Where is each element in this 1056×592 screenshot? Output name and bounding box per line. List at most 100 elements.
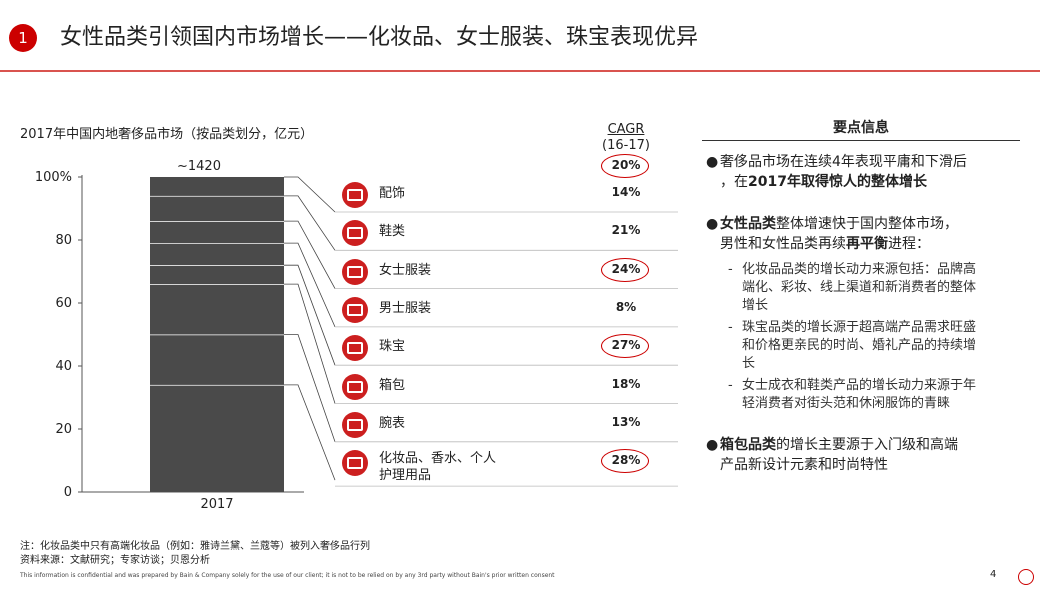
leader-lines bbox=[284, 176, 336, 481]
page-number: 4 bbox=[990, 569, 997, 580]
bar-segment bbox=[150, 195, 284, 222]
legend-label: 男士服装 bbox=[379, 300, 431, 317]
footnote: 注：化妆品类中只有高端化妆品（例如：雅诗兰黛、兰蔻等）被列入奢侈品行列 bbox=[20, 541, 370, 552]
leader-line bbox=[284, 195, 336, 251]
y-tick-label: 40 bbox=[55, 359, 72, 374]
leader-line bbox=[284, 264, 336, 366]
leader-line bbox=[284, 176, 336, 213]
cagr-label: CAGR bbox=[607, 122, 645, 137]
leader-line bbox=[284, 334, 336, 442]
dash-icon: - bbox=[728, 378, 733, 393]
y-tick-label: 20 bbox=[55, 422, 72, 437]
legend-label: 鞋类 bbox=[379, 223, 405, 240]
bullet-text: 进程： bbox=[888, 236, 930, 252]
belt-icon bbox=[342, 182, 368, 208]
dash-icon: - bbox=[728, 320, 733, 335]
sub-text: 珠宝品类的增长源于超高端产品需求旺盛 bbox=[742, 320, 977, 335]
panel-divider bbox=[702, 140, 1020, 141]
legend-label: 女士服装 bbox=[379, 262, 431, 279]
y-tick-label: 100% bbox=[35, 170, 72, 185]
bar-segment bbox=[150, 177, 284, 196]
dress-icon bbox=[342, 258, 368, 285]
y-tick-label: 0 bbox=[64, 485, 72, 500]
x-category-label: 2017 bbox=[200, 497, 233, 512]
sub-text: 女士成衣和鞋类产品的增长动力来源于年 bbox=[742, 378, 977, 393]
sub-text: 长 bbox=[742, 356, 756, 371]
bullet-bags: ● 箱包品类的增长主要源于入门级和高端 产品新设计元素和时尚特性 bbox=[706, 435, 1030, 475]
legend-label-text: 男士服装 bbox=[379, 300, 432, 316]
highlight-circle bbox=[601, 257, 649, 282]
bain-logo-icon bbox=[1018, 569, 1034, 585]
cagr-value: 18% bbox=[611, 376, 641, 391]
sub-text: 端化、彩妆、线上渠道和新消费者的整体 bbox=[742, 280, 977, 295]
sub-bullet-cosmetics: - 化妆品品类的增长动力来源包括：品牌高 端化、彩妆、线上渠道和新消费者的整体 … bbox=[728, 261, 1032, 315]
bullet-emphasis: 再平衡 bbox=[846, 236, 888, 252]
bar-segment bbox=[150, 284, 284, 335]
sub-text: 化妆品品类的增长动力来源包括：品牌高 bbox=[742, 262, 977, 277]
legend-label-text: 护理用品 bbox=[379, 468, 432, 484]
bullet-dot-icon: ● bbox=[706, 437, 719, 453]
source-note: 资料来源：文献研究；专家访谈；贝恩分析 bbox=[20, 555, 210, 566]
cagr-value: 14% bbox=[611, 185, 641, 199]
slide-number-badge: 1 bbox=[9, 24, 37, 52]
legend-label: 腕表 bbox=[379, 415, 405, 432]
leader-line bbox=[284, 242, 336, 328]
highlight-circle bbox=[601, 154, 649, 178]
ring-icon bbox=[342, 335, 368, 362]
cagr-value: 13% bbox=[611, 414, 641, 429]
shoe-icon bbox=[342, 220, 368, 247]
bullet-text: 男性和女性品类再续 bbox=[720, 236, 846, 252]
bar-segment bbox=[150, 334, 284, 385]
legend-label: 配饰 bbox=[379, 185, 405, 202]
cagr-period: (16-17) bbox=[602, 138, 650, 153]
sub-bullet-jewelry: - 珠宝品类的增长源于超高端产品需求旺盛 和价格更亲民的时尚、婚礼产品的持续增 … bbox=[728, 319, 1032, 373]
bullet-text: 的增长主要源于入门级和高端 bbox=[776, 437, 958, 453]
bullet-market: ● 奢侈品市场在连续4年表现平庸和下滑后 ，在2017年取得惊人的整体增长 bbox=[706, 152, 1030, 192]
bullet-text: 整体增速快于国内整体市场， bbox=[776, 216, 958, 232]
legend-label-text: 女士服装 bbox=[379, 262, 432, 278]
legend-label-text: 腕表 bbox=[379, 415, 406, 431]
jacket-icon bbox=[342, 296, 368, 323]
bullet-dot-icon: ● bbox=[706, 216, 719, 232]
cagr-header: CAGR (16-17) bbox=[596, 122, 656, 154]
legend-label-text: 化妆品、香水、个人 bbox=[379, 451, 497, 467]
bullet-emphasis: 箱包品类 bbox=[720, 437, 776, 453]
slide-title: 女性品类引领国内市场增长——化妆品、女士服装、珠宝表现优异 bbox=[60, 25, 699, 50]
watch-icon bbox=[342, 411, 368, 438]
sub-text: 增长 bbox=[742, 298, 769, 313]
confidentiality-footer: This information is confidential and was… bbox=[20, 572, 555, 579]
stacked-bar-chart: 0 20 40 60 80 100% ~1420 2017 bbox=[35, 159, 678, 512]
y-tick-label: 60 bbox=[55, 296, 72, 311]
legend-label: 箱包 bbox=[379, 377, 405, 394]
title-divider bbox=[0, 70, 1040, 72]
cagr-value: 21% bbox=[611, 223, 641, 238]
highlight-circle bbox=[601, 449, 649, 474]
cagr-value: 8% bbox=[615, 299, 637, 314]
legend-label-text: 鞋类 bbox=[379, 224, 406, 240]
perfume-icon bbox=[342, 450, 368, 477]
sub-bullet-apparel: - 女士成衣和鞋类产品的增长动力来源于年 轻消费者对街头范和休闲服饰的青睐 bbox=[728, 377, 1032, 413]
total-label: ~1420 bbox=[177, 159, 221, 174]
bullet-emphasis: 女性品类 bbox=[720, 216, 776, 232]
bar-segment bbox=[150, 221, 284, 244]
legend-label: 珠宝 bbox=[379, 338, 405, 355]
legend-label-text: 箱包 bbox=[379, 377, 406, 393]
bar-segments bbox=[150, 177, 284, 492]
chart-labels: ~1420 2017 bbox=[177, 159, 234, 512]
chart-title: 2017年中国内地奢侈品市场（按品类划分，亿元） bbox=[20, 127, 314, 142]
bullet-female: ● 女性品类整体增速快于国内整体市场， 男性和女性品类再续再平衡进程： bbox=[706, 214, 1030, 254]
handbag-icon bbox=[342, 373, 368, 400]
bullet-text: 奢侈品市场在连续4年表现平庸和下滑后 bbox=[720, 154, 967, 170]
legend-label-text: 配饰 bbox=[379, 186, 406, 201]
bullet-dot-icon: ● bbox=[706, 154, 719, 170]
row-dividers bbox=[335, 211, 678, 487]
dash-icon: - bbox=[728, 262, 733, 277]
leader-line bbox=[284, 283, 336, 404]
bullet-emphasis: 2017年取得惊人的整体增长 bbox=[748, 174, 927, 190]
bullet-text: 产品新设计元素和时尚特性 bbox=[720, 457, 888, 473]
sub-text: 轻消费者对街头范和休闲服饰的青睐 bbox=[742, 396, 951, 411]
highlight-circle bbox=[601, 334, 649, 359]
legend-label: 化妆品、香水、个人 护理用品 bbox=[379, 450, 496, 484]
legend-label-text: 珠宝 bbox=[379, 339, 406, 355]
leader-line bbox=[284, 220, 336, 289]
